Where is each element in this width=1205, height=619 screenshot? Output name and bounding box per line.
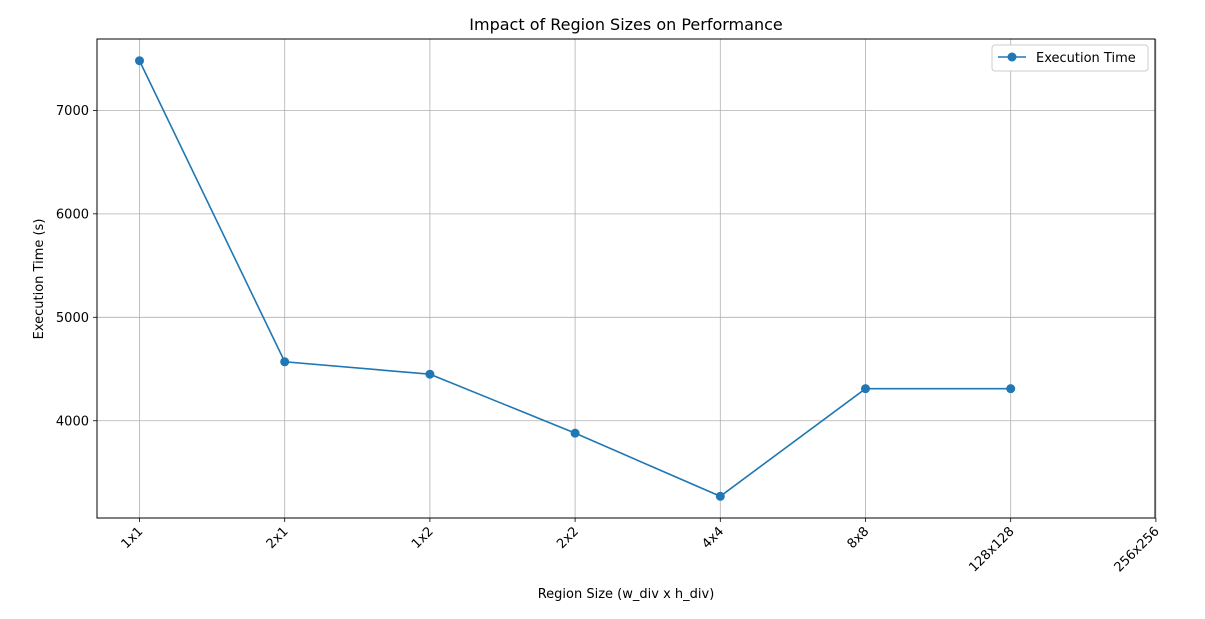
data-point xyxy=(861,384,870,394)
x-axis-label: Region Size (w_div x h_div) xyxy=(538,587,715,602)
y-tick-label: 4000 xyxy=(56,414,89,429)
x-tick-label: 8x8 xyxy=(845,524,873,552)
data-point xyxy=(425,369,435,379)
data-point xyxy=(280,357,290,367)
x-tick-label: 1x2 xyxy=(409,524,437,552)
data-point xyxy=(135,56,144,66)
y-axis-label: Execution Time (s) xyxy=(32,219,47,340)
y-tick-label: 5000 xyxy=(56,311,89,326)
y-tick-label: 7000 xyxy=(56,104,89,119)
x-tick-label: 2x1 xyxy=(264,524,292,552)
series-layer xyxy=(135,56,1016,501)
x-tick-label: 2x2 xyxy=(554,524,582,552)
x-tick-label: 1x1 xyxy=(119,524,147,552)
data-point xyxy=(1006,384,1016,394)
data-point xyxy=(570,428,580,438)
data-point xyxy=(715,491,725,501)
x-axis: 1x1 2x1 1x2 2x2 4x4 8x8 128x128 256x256 xyxy=(119,518,1163,575)
x-tick-label: 4x4 xyxy=(699,524,727,552)
y-axis: 4000 5000 6000 7000 xyxy=(56,104,97,429)
y-tick-label: 6000 xyxy=(56,207,89,222)
chart-title: Impact of Region Sizes on Performance xyxy=(469,15,782,34)
plot-area xyxy=(96,38,1156,519)
grid xyxy=(97,39,1157,518)
legend-point-marker xyxy=(1007,52,1017,62)
x-tick-label: 256x256 xyxy=(1112,524,1163,575)
legend-label: Execution Time xyxy=(1036,51,1136,66)
legend: Execution Time xyxy=(991,44,1149,72)
x-tick-label: 128x128 xyxy=(966,524,1017,575)
legend-box xyxy=(991,44,1149,72)
